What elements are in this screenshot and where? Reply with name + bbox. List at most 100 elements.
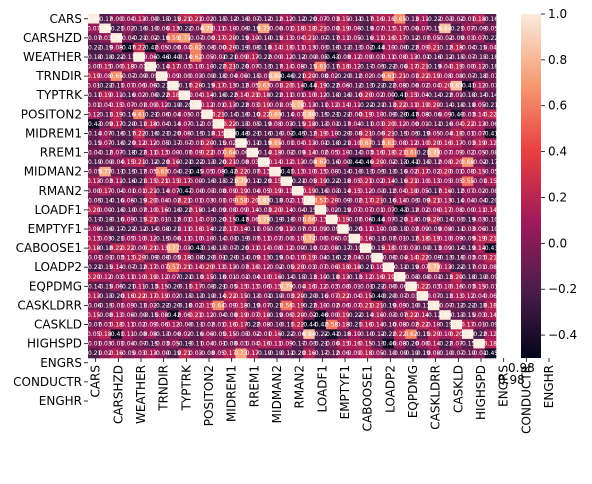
heatmap-cell <box>178 348 191 359</box>
cell-annotation: -0.18 <box>177 302 193 309</box>
cell-annotation: 0.22 <box>393 102 407 109</box>
cell-annotation: 0.03 <box>472 216 486 223</box>
heatmap-cell <box>394 109 406 120</box>
heatmap-cell <box>269 138 281 149</box>
heatmap-cell <box>348 147 361 158</box>
heatmap-cell <box>428 157 440 168</box>
cell-annotation: 0.11 <box>382 54 396 61</box>
heatmap-cell <box>428 233 440 244</box>
cell-annotation: 0.04 <box>246 341 260 348</box>
heatmap-cell <box>269 14 281 24</box>
cell-annotation: 0.20 <box>438 169 452 176</box>
cell-annotation: 0.07 <box>98 140 112 147</box>
cell-annotation: 0.01 <box>472 264 486 271</box>
heatmap-cell <box>382 33 395 43</box>
cell-annotation: -0.19 <box>131 197 147 204</box>
heatmap-cell <box>178 186 191 196</box>
cell-annotation: -0.15 <box>392 130 408 137</box>
heatmap-cell <box>371 195 383 206</box>
cell-annotation: -0.41 <box>483 130 499 137</box>
heatmap-cell <box>360 224 372 235</box>
cell-annotation: -0.15 <box>211 140 227 147</box>
cell-annotation: -0.06 <box>403 83 419 90</box>
heatmap-cell <box>88 176 100 187</box>
cell-annotation: 0.03 <box>280 121 294 128</box>
cell-annotation: 0.19 <box>382 274 396 281</box>
heatmap-cell <box>88 186 100 196</box>
heatmap-cell <box>99 310 111 321</box>
heatmap-cell <box>246 262 259 273</box>
x-tick-label: EMPTYF1 <box>338 365 352 419</box>
cell-annotation: 0.03 <box>178 64 192 71</box>
cell-annotation: 0.10 <box>144 207 158 214</box>
cell-annotation: 0.22 <box>132 293 146 300</box>
cell-annotation: 0.18 <box>302 121 316 128</box>
heatmap-cell <box>405 71 417 82</box>
cell-annotation: -0.18 <box>335 178 351 185</box>
cell-annotation: -0.09 <box>415 245 431 252</box>
cell-annotation: 0.16 <box>166 159 180 166</box>
heatmap-cell <box>269 61 281 72</box>
cell-annotation: 0.11 <box>121 274 135 281</box>
cell-annotation: 0.08 <box>393 54 407 61</box>
heatmap-cell <box>110 262 123 273</box>
heatmap-cell <box>122 33 134 43</box>
cell-annotation: 0.22 <box>393 331 407 338</box>
cell-annotation: 0.02 <box>416 83 430 90</box>
cell-annotation: -0.16 <box>97 226 113 233</box>
heatmap-cell <box>133 80 145 91</box>
x-tick-label: CASKLDRR <box>429 365 443 430</box>
cell-annotation: -0.07 <box>131 341 147 348</box>
cell-annotation: -0.11 <box>188 322 204 329</box>
heatmap-cell <box>110 176 123 187</box>
cell-annotation: -0.14 <box>199 207 215 214</box>
cell-annotation: 0.16 <box>268 331 282 338</box>
cell-annotation: -0.11 <box>131 121 147 128</box>
heatmap-cell <box>484 119 497 129</box>
cell-annotation: 0.02 <box>132 92 146 99</box>
cell-annotation: -0.00 <box>199 35 215 42</box>
heatmap-cell <box>201 109 213 120</box>
cell-annotation: -0.17 <box>313 350 329 357</box>
cell-annotation: -0.07 <box>415 35 431 42</box>
cell-annotation: 0.06 <box>314 236 328 243</box>
heatmap-cell <box>201 166 213 177</box>
heatmap-cell <box>110 252 123 263</box>
heatmap-cell <box>269 119 281 129</box>
heatmap-cell <box>235 23 247 34</box>
cell-annotation: 0.01 <box>393 236 407 243</box>
heatmap-cell <box>88 214 100 225</box>
heatmap-cell <box>144 224 157 235</box>
cell-annotation: -0.05 <box>86 169 102 176</box>
cell-annotation: 0.13 <box>223 83 237 90</box>
heatmap-cell <box>212 233 225 244</box>
heatmap-cell <box>326 157 338 168</box>
cell-annotation: -0.06 <box>165 44 181 51</box>
heatmap-cell <box>122 80 134 91</box>
heatmap-cell <box>462 138 474 149</box>
heatmap-cell <box>235 52 247 63</box>
cell-annotation: 0.22 <box>461 121 475 128</box>
heatmap-cell <box>326 147 338 158</box>
cell-annotation: 0.11 <box>178 236 192 243</box>
cell-annotation: 0.02 <box>132 322 146 329</box>
cell-annotation: 0.20 <box>450 331 464 338</box>
heatmap-cell <box>314 157 327 168</box>
cell-annotation: -0.02 <box>347 197 363 204</box>
cell-annotation: -0.20 <box>403 341 419 348</box>
cell-annotation: 1.00 <box>87 16 101 23</box>
cell-annotation: 0.19 <box>257 102 271 109</box>
cell-annotation: 0.08 <box>325 245 339 252</box>
heatmap-cell <box>212 205 225 215</box>
cell-annotation: -0.17 <box>335 121 351 128</box>
cell-annotation: 0.17 <box>246 350 260 357</box>
heatmap-cell <box>439 33 451 43</box>
heatmap-cell <box>405 119 417 129</box>
heatmap-cell <box>314 348 327 359</box>
cell-annotation: 0.07 <box>166 188 180 195</box>
heatmap-cell <box>326 138 338 149</box>
heatmap-cell <box>473 14 485 24</box>
cell-annotation: 0.05 <box>166 341 180 348</box>
cell-annotation: -0.12 <box>403 35 419 42</box>
heatmap-cell <box>450 23 463 34</box>
